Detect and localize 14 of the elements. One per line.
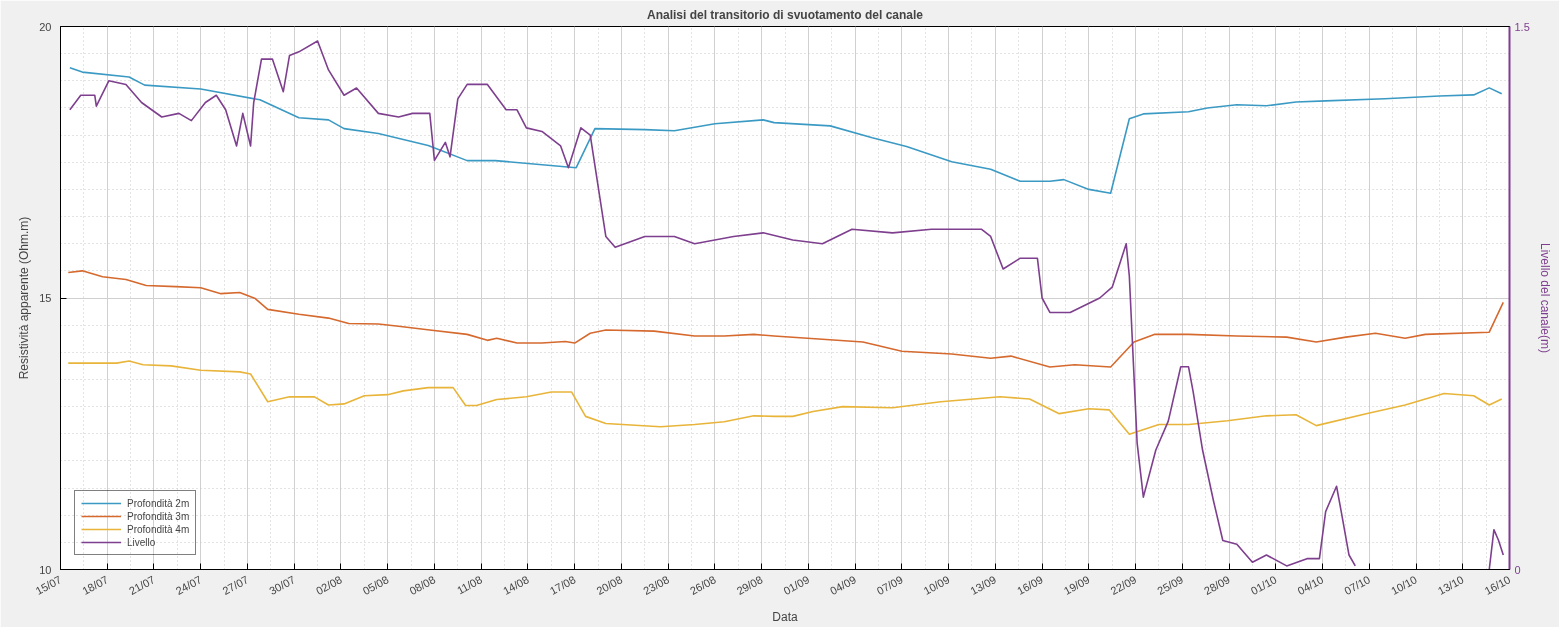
- y-tick-label: 10: [39, 563, 52, 576]
- y-axis-title: Resistività apparente (Ohm.m): [17, 216, 32, 380]
- y2-tick-label: 0: [1514, 563, 1521, 576]
- y-tick-label: 15: [39, 292, 52, 304]
- chart-title: Analisi del transitorio di svuotamento del canale: [646, 7, 924, 22]
- legend-label: Profondità 4m: [127, 523, 190, 535]
- y2-axis-title: Livello del canale(m): [1537, 242, 1552, 354]
- legend-label: Profondità 3m: [127, 510, 190, 522]
- x-axis-title: Data: [772, 610, 798, 625]
- legend-label: Livello: [127, 536, 156, 548]
- legend-label: Profondità 2m: [127, 497, 190, 509]
- y2-tick-label: 1.5: [1514, 20, 1530, 33]
- y-tick-label: 20: [39, 20, 52, 33]
- x-tick-label: 11/08: [454, 573, 485, 597]
